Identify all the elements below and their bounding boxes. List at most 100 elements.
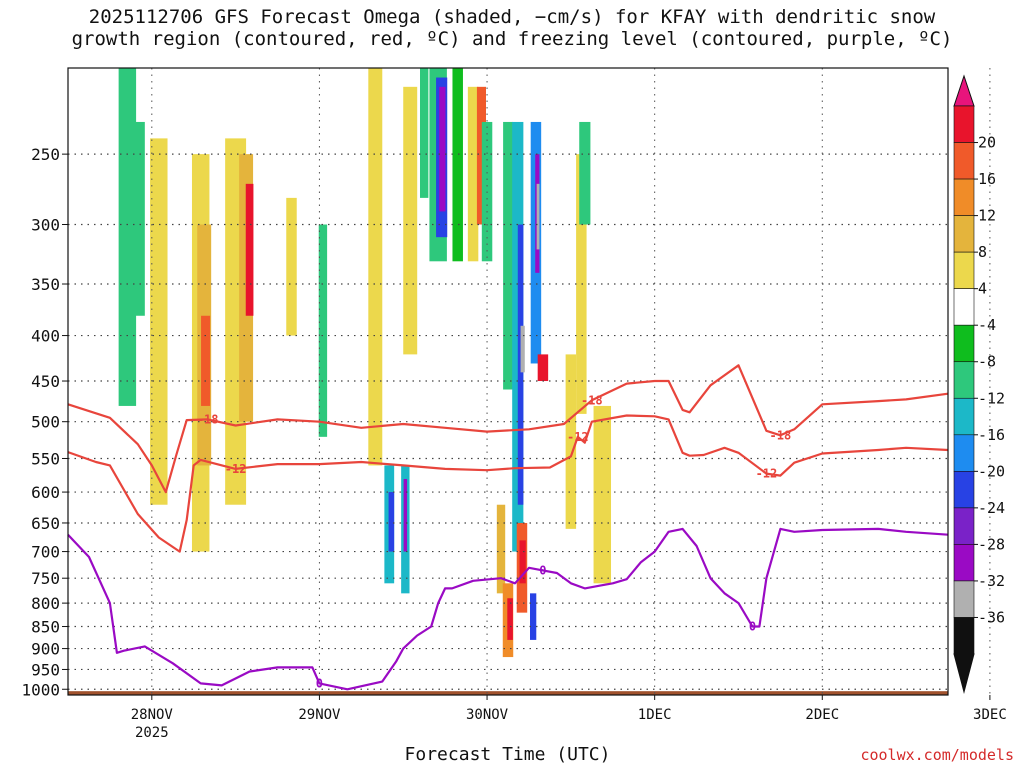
omega-cell: [519, 540, 526, 584]
contour-label: 0: [539, 563, 546, 577]
x-tick-year: 2025: [135, 725, 169, 741]
y-tick-label: 850: [31, 618, 60, 637]
y-tick-label: 600: [31, 483, 60, 502]
colorbar-label: -20: [978, 462, 1005, 480]
y-tick-label: 250: [31, 145, 60, 164]
omega-cell: [536, 183, 540, 250]
omega-cell: [318, 224, 328, 437]
colorbar-swatch: [953, 434, 975, 472]
omega-cell: [593, 405, 612, 584]
omega-cell: [452, 68, 463, 262]
colorbar-label: -24: [978, 499, 1005, 517]
omega-cell: [507, 598, 513, 640]
omega-cell: [503, 121, 513, 390]
colorbar-label: -4: [978, 316, 996, 334]
omega-cell: [403, 86, 418, 355]
colorbar-label: -36: [978, 608, 1005, 626]
y-tick-label: 1000: [21, 680, 60, 699]
chart-title-line2: growth region (contoured, red, ºC) and f…: [71, 28, 953, 50]
omega-cell: [537, 354, 549, 382]
colorbar-swatch: [953, 324, 975, 363]
gridlines: [68, 68, 991, 695]
y-tick-label: 500: [31, 413, 60, 432]
omega-shading: [118, 68, 612, 658]
x-tick-label: 29NOV: [298, 707, 341, 723]
y-tick-label: 550: [31, 449, 60, 468]
colorbar-label: -16: [978, 426, 1005, 444]
colorbar-label: 16: [978, 170, 996, 188]
contour-label: -12: [567, 430, 589, 444]
temperature-contours: -18 -18 -18 -12 -12 -12 0 0 0: [67, 364, 949, 691]
y-tick-label: 700: [31, 543, 60, 562]
contour-line: [67, 364, 949, 494]
y-tick-label: 800: [31, 594, 60, 613]
omega-cell: [403, 478, 408, 552]
colorbar-swatch: [953, 580, 975, 618]
colorbar-swatch: [953, 251, 975, 289]
credit-link[interactable]: coolwx.com/models: [860, 746, 1014, 764]
contour-label: -12: [756, 467, 778, 481]
omega-cell: [530, 593, 537, 640]
y-tick-label: 450: [31, 372, 60, 391]
omega-cell: [150, 138, 168, 505]
colorbar-label: 20: [978, 134, 996, 152]
colorbar-swatch: [953, 105, 975, 143]
y-tick-label: 950: [31, 660, 60, 679]
contour-label: -12: [225, 462, 247, 476]
colorbar-bottom-arrow: [953, 653, 975, 694]
omega-cell: [576, 154, 587, 414]
contour-label: -18: [197, 412, 219, 426]
colorbar-label: -12: [978, 389, 1005, 407]
colorbar-label: 8: [978, 243, 987, 261]
x-axis-title: Forecast Time (UTC): [404, 744, 611, 765]
contour-label: 0: [749, 620, 756, 634]
omega-cell: [467, 86, 479, 262]
colorbar-label: -28: [978, 535, 1005, 553]
omega-cell: [130, 121, 145, 316]
x-axis: 28NOV29NOV30NOV1DEC2DEC3DEC4DEC2025: [131, 695, 1007, 741]
colorbar-swatch: [953, 471, 975, 509]
omega-cell: [388, 492, 395, 552]
omega-cell: [201, 315, 211, 406]
colorbar-swatch: [953, 142, 975, 180]
colorbar-swatch: [953, 215, 975, 253]
colorbar-label: -8: [978, 353, 996, 371]
omega-cell: [520, 325, 525, 373]
y-axis: 250 300 350 400 450 500 550 600 650 700 750 800 850 9…: [21, 145, 68, 699]
omega-cell: [420, 68, 429, 198]
colorbar-swatch: [953, 178, 975, 216]
omega-cell: [579, 121, 591, 225]
omega-cell: [245, 183, 254, 316]
y-tick-label: 300: [31, 216, 60, 235]
x-tick-label: 28NOV: [131, 707, 174, 723]
colorbar-swatch: [953, 361, 975, 399]
ground-fill: [68, 691, 948, 695]
y-tick-label: 650: [31, 514, 60, 533]
contour-line: [67, 414, 949, 553]
omega-cell: [439, 86, 446, 212]
x-tick-label: 1DEC: [638, 707, 672, 723]
omega-cell: [286, 197, 297, 336]
y-tick-label: 350: [31, 275, 60, 294]
x-tick-label: 30NOV: [466, 707, 509, 723]
y-tick-label: 750: [31, 569, 60, 588]
contour-label: 0: [316, 676, 323, 690]
omega-cell: [565, 354, 577, 529]
x-tick-label: 3DEC: [973, 707, 1007, 723]
x-tick-label: 2DEC: [805, 707, 839, 723]
omega-cell: [496, 504, 506, 594]
colorbar-swatch: [953, 617, 975, 655]
y-tick-label: 400: [31, 327, 60, 346]
colorbar-top-arrow: [953, 74, 975, 107]
chart-title: 2025112706 GFS Forecast Omega (shaded, −…: [0, 6, 1024, 50]
contour-label: -18: [770, 428, 792, 442]
ground-terrain: [68, 691, 948, 695]
colorbar: 20 16 12 8 4 -4 -8 -12 -16 -20 -24 -28 -32 -36: [953, 74, 1005, 694]
contour-line: [67, 527, 949, 691]
colorbar-swatch: [953, 544, 975, 582]
colorbar-label: 4: [978, 280, 987, 298]
contour-label: -18: [581, 393, 603, 407]
colorbar-swatch: [953, 288, 975, 326]
omega-cell: [476, 86, 486, 225]
colorbar-swatch: [953, 507, 975, 545]
